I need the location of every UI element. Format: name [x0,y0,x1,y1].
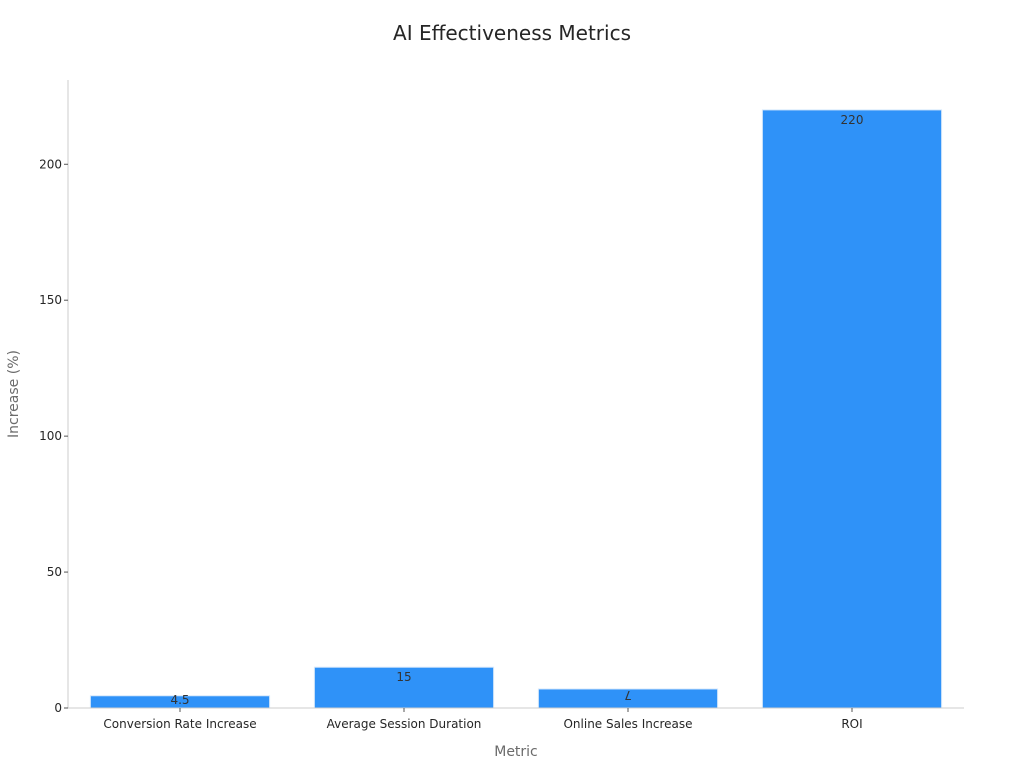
bar-value-label: 220 [841,113,864,127]
x-tick-label: Average Session Duration [327,717,482,731]
y-tick-label: 50 [47,565,62,579]
y-tick-label: 0 [54,701,62,715]
y-axis-label: Increase (%) [6,350,22,438]
x-tick-label: Online Sales Increase [563,717,692,731]
bar-value-label: 7 [624,688,632,702]
bar-value-label: 15 [396,670,411,684]
y-tick-label: 150 [39,293,62,307]
y-ticks-group: 0 50 100 150 200 [39,157,68,715]
bars-group [89,109,943,709]
data-labels-group: 4.5 15 7 220 [170,113,863,707]
x-axis-label: Metric [494,744,538,760]
x-tick-label: Conversion Rate Increase [103,717,256,731]
bar [761,109,943,709]
y-tick-label: 100 [39,429,62,443]
bar-value-label: 4.5 [170,693,189,707]
y-tick-label: 200 [39,157,62,171]
chart-title: AI Effectiveness Metrics [393,21,631,45]
bar [313,666,495,709]
x-tick-label: ROI [841,717,862,731]
x-ticks-group: Conversion Rate Increase Average Session … [103,708,863,731]
